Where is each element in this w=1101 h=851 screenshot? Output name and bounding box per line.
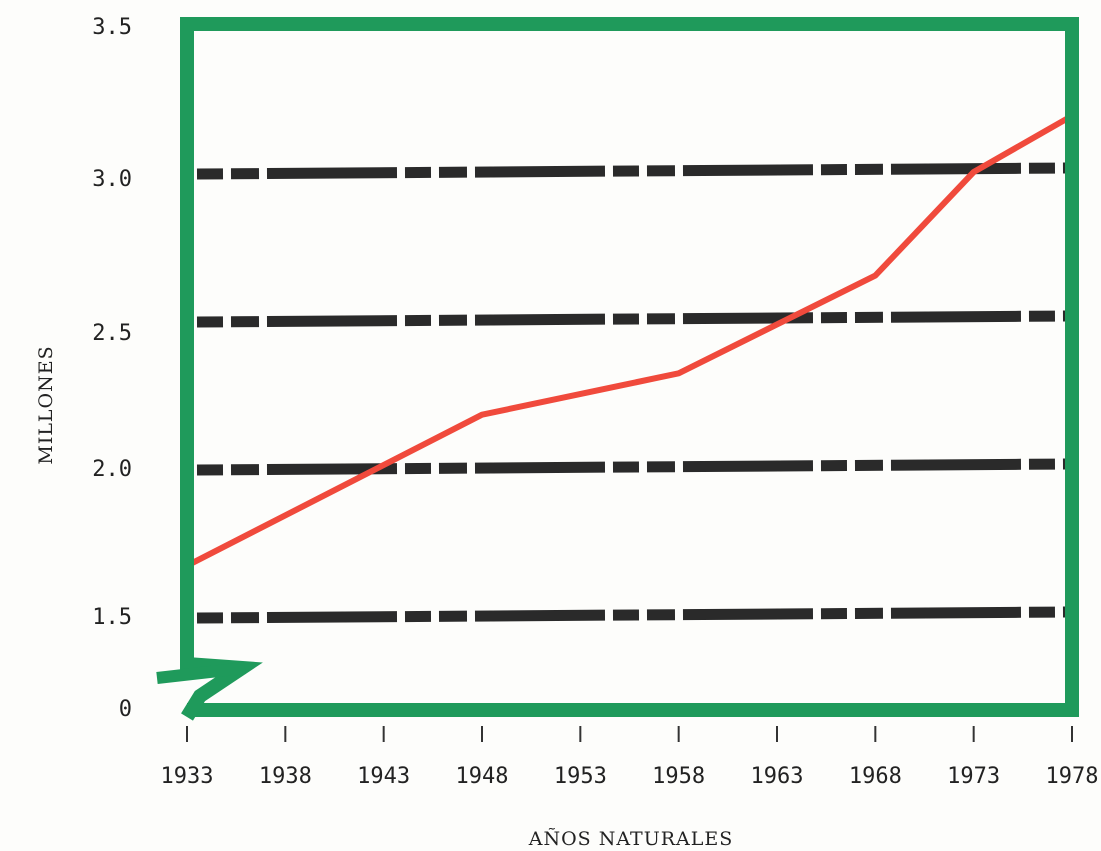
y-tick-label: 0 bbox=[119, 697, 132, 722]
x-tick-label: 1948 bbox=[456, 764, 509, 789]
gridlines bbox=[196, 162, 1067, 624]
gridline-1-5 bbox=[196, 606, 1067, 624]
x-axis-ticks: 1933 1938 1943 1948 1953 1958 1963 1968 1973 1978 bbox=[161, 726, 1099, 789]
x-tick-label: 1943 bbox=[357, 764, 410, 789]
x-tick-label: 1938 bbox=[259, 764, 312, 789]
frame-border bbox=[187, 17, 1079, 717]
gridline-3 bbox=[196, 162, 1067, 180]
x-tick-label: 1933 bbox=[161, 764, 214, 789]
y-tick-label: 3.5 bbox=[92, 15, 132, 40]
plot-frame bbox=[156, 17, 1079, 721]
axis-break-mark bbox=[156, 662, 246, 684]
y-tick-label: 2.0 bbox=[92, 457, 132, 482]
x-tick-label: 1958 bbox=[652, 764, 705, 789]
y-tick-label: 2.5 bbox=[92, 321, 132, 346]
y-tick-label: 1.5 bbox=[92, 605, 132, 630]
x-tick-label: 1978 bbox=[1046, 764, 1099, 789]
x-tick-label: 1963 bbox=[751, 764, 804, 789]
gridline-2 bbox=[196, 458, 1067, 476]
x-tick-label: 1973 bbox=[947, 764, 1000, 789]
y-tick-label: 3.0 bbox=[92, 167, 132, 192]
series-group bbox=[185, 113, 1074, 569]
x-tick-label: 1968 bbox=[849, 764, 902, 789]
series-line-0 bbox=[185, 113, 1074, 569]
x-tick-label: 1953 bbox=[554, 764, 607, 789]
y-axis-label: MILLONES bbox=[35, 345, 57, 464]
gridline-2-5 bbox=[196, 310, 1067, 328]
axis-break-zigzag bbox=[180, 17, 263, 721]
y-axis-ticks: 0 1.5 2.0 2.5 3.0 3.5 bbox=[92, 15, 132, 722]
x-axis-label: AÑOS NATURALES bbox=[528, 827, 734, 850]
